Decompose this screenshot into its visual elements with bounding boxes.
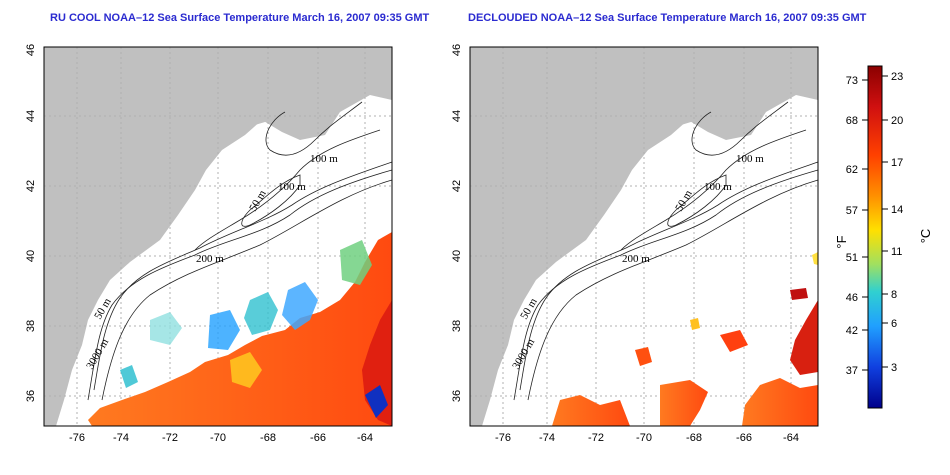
right-x-tick-3: -70 <box>636 432 652 444</box>
right-panel-title: DECLOUDED NOAA–12 Sea Surface Temperatur… <box>468 12 867 24</box>
right-x-tick-6: -64 <box>783 432 799 444</box>
left-map: 100 m 100 m 50 m 200 m 50 m 3000 m -76 -… <box>25 44 393 444</box>
right-x-tick-0: -76 <box>495 432 511 444</box>
colorbar-f-tick-4: 51 <box>846 252 858 264</box>
left-panel-title: RU COOL NOAA–12 Sea Surface Temperature … <box>50 12 430 24</box>
right-y-tick-3: 42 <box>451 180 463 192</box>
left-contour-label-100m-b: 100 m <box>278 181 306 193</box>
colorbar-c-tick-5: 8 <box>891 289 897 301</box>
right-x-tick-5: -66 <box>736 432 752 444</box>
left-x-tick-3: -70 <box>210 432 226 444</box>
left-x-tick-2: -72 <box>162 432 178 444</box>
left-sst-data <box>88 232 392 426</box>
right-contour-label-100m-a: 100 m <box>736 153 764 165</box>
colorbar-f-tick-0: 73 <box>846 75 858 87</box>
colorbar-c-tick-7: 3 <box>891 362 897 374</box>
colorbar-fahrenheit-label: °F <box>834 235 849 248</box>
left-contour-label-100m-a: 100 m <box>310 153 338 165</box>
left-y-tick-3: 42 <box>25 180 37 192</box>
colorbar: 73 68 62 57 51 46 42 37 23 20 17 14 11 8… <box>834 65 933 409</box>
left-y-tick-2: 40 <box>25 250 37 262</box>
left-y-tick-5: 46 <box>25 44 37 56</box>
right-sst-data <box>552 252 818 426</box>
right-y-tick-5: 46 <box>451 44 463 56</box>
right-y-tick-2: 40 <box>451 250 463 262</box>
colorbar-f-tick-3: 57 <box>846 205 858 217</box>
colorbar-c-tick-1: 20 <box>891 115 903 127</box>
left-y-tick-1: 38 <box>25 320 37 332</box>
left-x-tick-0: -76 <box>69 432 85 444</box>
colorbar-gradient <box>867 65 883 409</box>
right-contour-label-200m: 200 m <box>622 253 650 265</box>
colorbar-f-tick-6: 42 <box>846 325 858 337</box>
right-y-tick-0: 36 <box>451 390 463 402</box>
left-x-tick-5: -66 <box>310 432 326 444</box>
colorbar-f-tick-7: 37 <box>846 365 858 377</box>
left-x-tick-6: -64 <box>357 432 373 444</box>
right-y-tick-4: 44 <box>451 110 463 122</box>
left-y-tick-0: 36 <box>25 390 37 402</box>
right-x-tick-1: -74 <box>539 432 555 444</box>
left-x-tick-4: -68 <box>260 432 276 444</box>
colorbar-c-tick-0: 23 <box>891 71 903 83</box>
right-map: 100 m 100 m 50 m 200 m 50 m 3000 m -76 -… <box>451 44 819 444</box>
colorbar-c-tick-2: 17 <box>891 157 903 169</box>
colorbar-celsius-label: °C <box>918 229 933 244</box>
left-y-tick-4: 44 <box>25 110 37 122</box>
colorbar-c-tick-3: 14 <box>891 204 903 216</box>
right-contour-label-100m-b: 100 m <box>704 181 732 193</box>
left-land-mass <box>44 47 392 426</box>
left-contour-label-200m: 200 m <box>196 253 224 265</box>
right-x-tick-2: -72 <box>588 432 604 444</box>
colorbar-c-tick-6: 6 <box>891 318 897 330</box>
right-land-mass <box>470 47 818 426</box>
left-x-tick-1: -74 <box>113 432 129 444</box>
colorbar-f-tick-2: 62 <box>846 164 858 176</box>
colorbar-c-tick-4: 11 <box>891 246 902 258</box>
right-x-tick-4: -68 <box>686 432 702 444</box>
right-y-tick-1: 38 <box>451 320 463 332</box>
colorbar-f-tick-5: 46 <box>846 292 858 304</box>
colorbar-f-tick-1: 68 <box>846 115 858 127</box>
